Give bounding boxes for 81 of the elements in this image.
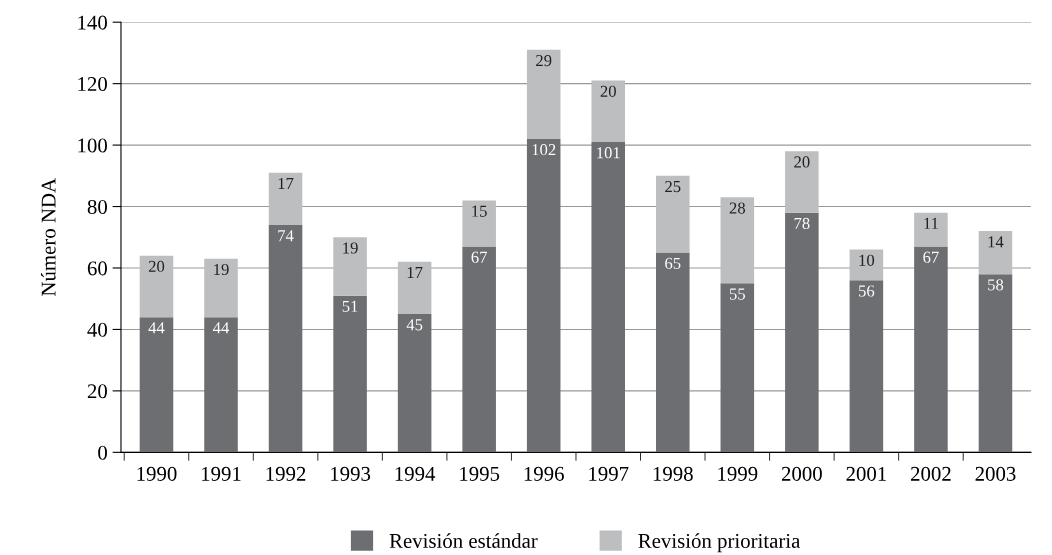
bar xyxy=(333,237,367,296)
x-tick-label: 1997 xyxy=(589,466,629,481)
data-label: 45 xyxy=(406,319,423,331)
data-label: 74 xyxy=(278,230,294,242)
bar xyxy=(204,317,238,453)
y-tick-label: 0 xyxy=(98,445,107,460)
bar xyxy=(526,138,561,453)
data-label: 65 xyxy=(665,257,681,269)
bar xyxy=(139,255,174,318)
x-tick-label: 1996 xyxy=(524,466,564,481)
data-label: 20 xyxy=(148,260,165,273)
bar xyxy=(785,212,819,453)
bar xyxy=(268,224,303,453)
data-label: 67 xyxy=(471,251,488,263)
bar xyxy=(656,175,690,253)
bar xyxy=(720,283,755,453)
bar xyxy=(462,246,496,453)
bar xyxy=(397,314,432,453)
data-label: 55 xyxy=(729,288,745,300)
x-tick-label: 2002 xyxy=(911,466,951,481)
x-tick-label: 1993 xyxy=(331,466,371,481)
x-tick-label: 1991 xyxy=(202,466,241,481)
legend-label: Revisión estándar xyxy=(389,533,538,548)
data-label: 17 xyxy=(407,267,423,279)
data-label: 102 xyxy=(532,144,556,156)
x-tick-label: 1998 xyxy=(653,466,693,481)
bar xyxy=(397,261,432,315)
bar xyxy=(591,80,626,143)
data-label: 44 xyxy=(148,322,165,334)
data-label: 15 xyxy=(472,205,487,217)
bar xyxy=(785,151,819,213)
data-label: 10 xyxy=(859,254,875,266)
x-tick-label: 2003 xyxy=(975,466,1016,481)
data-label: 19 xyxy=(343,242,358,254)
data-label: 11 xyxy=(924,217,938,229)
data-label: 78 xyxy=(794,217,810,230)
bar xyxy=(204,258,238,318)
bar xyxy=(914,246,948,453)
bar xyxy=(656,252,690,453)
y-tick-label: 140 xyxy=(78,15,107,30)
bar xyxy=(462,200,496,247)
data-label: 67 xyxy=(923,251,939,263)
y-axis-title: Número NDA xyxy=(40,178,56,296)
data-label: 20 xyxy=(600,85,616,97)
x-tick-label: 1994 xyxy=(395,466,436,481)
x-tick-label: 1999 xyxy=(718,466,758,481)
bar xyxy=(333,295,367,453)
data-label: 19 xyxy=(214,263,229,276)
data-label: 58 xyxy=(988,279,1004,291)
x-tick-label: 1992 xyxy=(266,466,306,481)
data-label: 17 xyxy=(278,177,294,189)
bar xyxy=(849,280,884,453)
bar xyxy=(849,249,884,281)
bar xyxy=(720,197,755,284)
data-label: 28 xyxy=(729,202,746,214)
x-tick-label: 2001 xyxy=(846,466,886,481)
x-tick-label: 1995 xyxy=(460,466,500,481)
data-label: 20 xyxy=(794,156,810,168)
bar xyxy=(978,231,1013,275)
bar xyxy=(591,142,626,453)
data-label: 51 xyxy=(342,300,358,312)
data-label: 101 xyxy=(597,147,620,159)
y-tick-label: 60 xyxy=(87,261,107,276)
data-label: 14 xyxy=(988,236,1004,248)
y-tick-label: 100 xyxy=(78,138,107,153)
bar xyxy=(268,172,303,225)
bar xyxy=(526,49,561,139)
data-label: 56 xyxy=(859,285,875,297)
data-label: 29 xyxy=(536,54,552,67)
x-tick-label: 1990 xyxy=(137,466,177,481)
y-tick-label: 120 xyxy=(78,77,107,92)
data-label: 25 xyxy=(665,180,681,193)
y-tick-label: 20 xyxy=(87,384,107,399)
x-tick-label: 2000 xyxy=(781,466,822,481)
y-tick-label: 80 xyxy=(87,199,107,214)
bar xyxy=(139,317,174,453)
y-tick-label: 40 xyxy=(87,322,107,337)
bar xyxy=(914,212,948,247)
bar xyxy=(978,274,1013,453)
legend-label: Revisión prioritaria xyxy=(638,533,801,553)
data-label: 44 xyxy=(213,322,230,334)
